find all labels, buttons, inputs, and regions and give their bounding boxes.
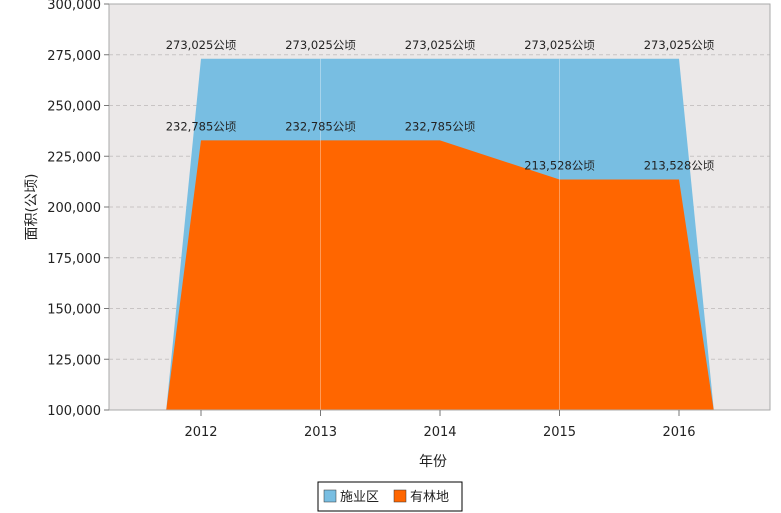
area-series-layer xyxy=(166,58,714,410)
y-tick-label: 250,000 xyxy=(47,100,101,115)
data-label: 213,528公顷 xyxy=(524,159,595,173)
data-label: 273,025公顷 xyxy=(285,38,356,52)
data-labels: 273,025公顷 273,025公顷 273,025公顷 273,025公顷 273,… xyxy=(166,38,715,173)
legend-box xyxy=(317,481,463,512)
data-label: 273,025公顷 xyxy=(524,38,595,52)
data-label: 273,025公顷 xyxy=(644,38,715,52)
y-tick-label: 100,000 xyxy=(47,404,101,419)
x-tick-label: 2014 xyxy=(423,425,456,440)
legend-swatch-shiyequ xyxy=(323,489,337,503)
data-label: 213,528公顷 xyxy=(644,159,715,173)
data-label: 273,025公顷 xyxy=(405,38,476,52)
data-label: 232,785公顷 xyxy=(166,119,237,133)
category-dividers xyxy=(320,58,560,410)
legend-label-youlindi: 有林地 xyxy=(410,490,449,505)
y-tick-label: 275,000 xyxy=(47,49,101,64)
y-axis-title: 面积(公顷) xyxy=(24,174,40,241)
data-label: 232,785公顷 xyxy=(285,119,356,133)
y-tick-label: 200,000 xyxy=(47,201,101,216)
data-label: 273,025公顷 xyxy=(166,38,237,52)
x-axis-title: 年份 xyxy=(419,454,447,470)
y-tick-label: 175,000 xyxy=(47,252,101,267)
area-series-1 xyxy=(166,140,714,410)
y-tick-label: 225,000 xyxy=(47,150,101,165)
x-tick-label: 2012 xyxy=(184,425,217,440)
y-axis-ticks: 100,000 125,000 150,000 175,000 200,000 225,0… xyxy=(47,0,109,419)
data-label: 232,785公顷 xyxy=(405,119,476,133)
y-tick-label: 125,000 xyxy=(47,353,101,368)
x-tick-label: 2013 xyxy=(304,425,337,440)
legend-label-shiyequ: 施业区 xyxy=(340,490,379,505)
legend: 施业区 有林地 xyxy=(317,481,463,512)
y-tick-label: 150,000 xyxy=(47,303,101,318)
legend-swatch-youlindi xyxy=(393,489,407,503)
x-tick-label: 2016 xyxy=(662,425,695,440)
y-tick-label: 300,000 xyxy=(47,0,101,13)
x-tick-label: 2015 xyxy=(543,425,576,440)
x-axis-ticks: 2012 2013 2014 2015 2016 xyxy=(184,410,696,440)
